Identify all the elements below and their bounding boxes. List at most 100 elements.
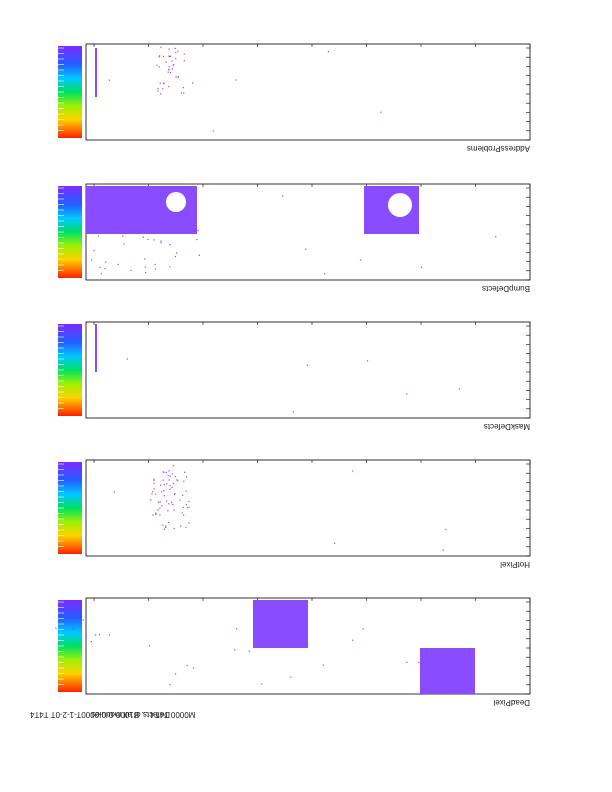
- defect-pixel: [157, 90, 159, 92]
- defect-pixel: [183, 92, 185, 94]
- defect-pixel: [188, 500, 190, 503]
- defect-pixel: [181, 512, 183, 514]
- defect-pixel: [167, 510, 169, 512]
- defect-pixel: [169, 475, 171, 477]
- defect-pixel: [161, 491, 163, 493]
- defect-pixel: [163, 483, 166, 486]
- defect-pixel: [182, 87, 185, 89]
- defect-pixel: [162, 55, 165, 58]
- defect-pixel: [169, 55, 172, 57]
- defect-pixel: [169, 485, 171, 487]
- defect-pixel: [172, 504, 174, 506]
- defect-pixel: [366, 360, 369, 362]
- defect-pixel: [173, 527, 175, 530]
- defect-pixel: [235, 79, 237, 81]
- defect-pixel: [163, 83, 165, 85]
- defect-pixel: [174, 673, 177, 675]
- defect-pixel: [191, 222, 193, 224]
- defect-pixel: [306, 364, 309, 366]
- defect-pixel: [167, 521, 170, 524]
- defect-pixel: [153, 488, 155, 490]
- defect-pixel: [99, 218, 102, 220]
- defect-pixel: [110, 216, 112, 218]
- defect-pixel: [153, 479, 155, 481]
- defect-pixel: [442, 549, 444, 551]
- defect-pixel: [113, 491, 115, 493]
- defect-pixel: [163, 528, 166, 530]
- defect-region: [253, 600, 308, 648]
- defect-pixel: [171, 501, 173, 503]
- defect-pixel: [166, 500, 168, 502]
- defect-pixel: [171, 68, 174, 70]
- defect-pixel: [197, 229, 199, 232]
- defect-pixel: [324, 273, 326, 275]
- defect-pixel: [100, 273, 102, 275]
- defect-pixel: [158, 501, 160, 503]
- defect-pixel: [82, 619, 84, 621]
- defect-pixel: [169, 266, 171, 268]
- defect-pixel: [159, 501, 161, 503]
- defect-pixel: [196, 238, 198, 241]
- defect-pixel: [154, 263, 156, 266]
- defect-pixel: [282, 195, 284, 197]
- defect-pixel: [234, 649, 236, 651]
- defect-pixel: [458, 388, 461, 390]
- defect-pixel: [145, 272, 147, 274]
- defect-pixel: [167, 71, 169, 73]
- defect-pixel: [174, 475, 176, 478]
- defect-pixel: [151, 493, 153, 495]
- defect-pixel: [123, 243, 125, 245]
- defect-pixel: [99, 266, 101, 269]
- defect-pixel: [168, 470, 170, 472]
- defect-pixel: [185, 490, 187, 492]
- defect-column: [95, 48, 97, 97]
- defect-pixel: [406, 393, 408, 395]
- panel-title: HotPixel: [500, 560, 530, 569]
- defect-pixel: [108, 79, 111, 81]
- defect-pixel: [173, 509, 175, 511]
- defect-pixel: [72, 628, 74, 630]
- defect-pixel: [176, 479, 178, 481]
- defect-pixel: [149, 217, 151, 219]
- defect-pixel: [162, 524, 164, 526]
- defect-pixel: [288, 619, 290, 621]
- defect-pixel: [169, 488, 171, 490]
- defect-pixel: [184, 222, 187, 224]
- defect-pixel: [380, 111, 382, 113]
- defect-pixel: [420, 266, 423, 268]
- panel-title: BumpDefects: [482, 284, 530, 293]
- defect-pixel: [192, 667, 195, 669]
- defect-pixel: [175, 58, 177, 60]
- defect-pixel: [153, 239, 155, 241]
- defect-pixel: [327, 51, 330, 53]
- defect-pixel: [163, 490, 165, 492]
- defect-pixel: [112, 232, 114, 234]
- defect-pixel: [159, 82, 161, 84]
- defect-pixel: [176, 252, 178, 254]
- plot-frame: [85, 321, 531, 419]
- defect-pixel: [165, 61, 167, 63]
- defect-pixel: [180, 92, 182, 94]
- defect-pixel: [163, 495, 165, 497]
- defect-pixel: [186, 476, 188, 478]
- defect-region: [420, 648, 475, 694]
- plot-frame: [85, 597, 531, 695]
- defect-pixel: [172, 482, 174, 485]
- defect-pixel: [138, 220, 140, 222]
- defect-pixel: [290, 676, 292, 678]
- defect-pixel: [95, 634, 97, 636]
- defect-pixel: [122, 235, 124, 237]
- defect-pixel: [144, 266, 146, 268]
- defect-pixel: [158, 56, 160, 58]
- defect-pixel: [169, 72, 171, 74]
- defect-pixel: [182, 506, 184, 509]
- defect-pixel: [150, 499, 152, 501]
- defect-pixel: [180, 525, 182, 527]
- defect-pixel: [162, 88, 164, 90]
- footer-right: M0000 T4T4 ... B1000-0-0-0000T-1-2-0T T4…: [29, 710, 195, 719]
- defect-pixel: [334, 542, 336, 544]
- defect-pixel: [406, 661, 408, 663]
- defect-pixel: [188, 522, 190, 524]
- defect-pixel: [160, 242, 162, 244]
